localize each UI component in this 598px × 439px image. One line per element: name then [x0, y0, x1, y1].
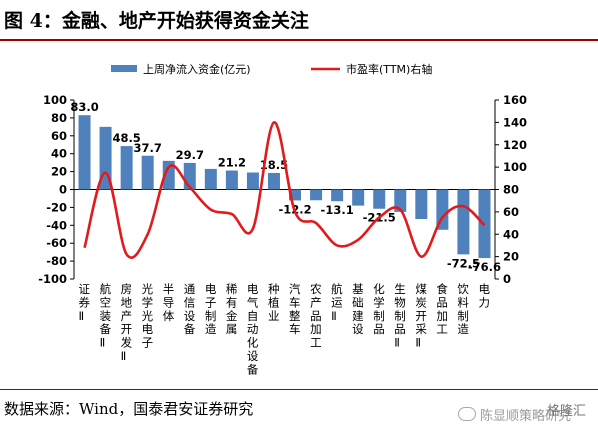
- bar-data-label: -72.5: [447, 256, 480, 270]
- left-axis-tick-label: 100: [43, 93, 67, 107]
- category-label: 航空装备 Ⅱ: [100, 282, 112, 350]
- bar: [352, 189, 365, 206]
- right-axis-tick-label: 120: [503, 138, 527, 152]
- legend-bar-label: 上周净流入资金(亿元): [143, 62, 251, 76]
- bar: [162, 160, 175, 190]
- category-label: 种植业: [268, 282, 280, 323]
- right-axis-tick-label: 60: [503, 205, 519, 219]
- category-label: 煤炭开采 Ⅱ: [415, 282, 427, 350]
- bar: [394, 189, 407, 212]
- left-axis-tick-label: -20: [46, 200, 67, 214]
- left-axis-tick-label: 40: [51, 147, 67, 161]
- bar: [331, 189, 344, 202]
- category-label: 电力: [478, 282, 490, 309]
- bar-data-label: 48.5: [112, 131, 140, 145]
- legend-bar-swatch: [111, 65, 137, 72]
- right-axis-tick-label: 20: [503, 250, 519, 264]
- category-label: 通信设备: [184, 282, 196, 336]
- category-label: 生物制品 Ⅱ: [394, 282, 406, 350]
- title-rule: [0, 39, 598, 41]
- bar: [310, 189, 323, 201]
- category-label: 证券 Ⅱ: [79, 282, 91, 323]
- left-axis-tick-label: 20: [51, 165, 67, 179]
- category-label: 化学制品: [373, 282, 385, 336]
- pe-line: [83, 121, 486, 259]
- category-label: 基础建设: [352, 282, 364, 336]
- source-rule: [0, 389, 598, 390]
- bar-data-label: 29.7: [176, 148, 204, 162]
- chart: 上周净流入资金(亿元) 市盈率(TTM)右轴 100 80 60 40 20 0 -20 -4…: [38, 62, 527, 376]
- left-axis-tick-label: 0: [59, 183, 67, 197]
- chart-bars: [78, 115, 491, 259]
- bar: [436, 189, 449, 230]
- bar: [120, 146, 133, 190]
- bar: [415, 189, 428, 220]
- chart-pe-line: [83, 121, 486, 259]
- right-axis-tick-label: 160: [503, 93, 527, 107]
- bar: [78, 115, 91, 190]
- bar-data-label: -13.1: [321, 203, 354, 217]
- category-label: 半导体: [163, 282, 175, 323]
- category-label: 饮料制造: [457, 282, 469, 336]
- bar-data-label: 21.2: [218, 156, 246, 170]
- left-axis-tick-label: -100: [38, 272, 67, 286]
- source-note: 数据来源：Wind，国泰君安证券研究: [4, 400, 254, 418]
- chart-legend: 上周净流入资金(亿元) 市盈率(TTM)右轴: [111, 62, 432, 76]
- right-axis-tick-label: 140: [503, 115, 527, 129]
- category-label: 稀有金属: [226, 282, 238, 336]
- category-label: 电子制造: [205, 282, 217, 336]
- right-axis-tick-label: 100: [503, 160, 527, 174]
- bar: [141, 155, 154, 190]
- watermark: 陈显顺策略研究: [458, 405, 571, 424]
- bar-data-label: -76.6: [468, 260, 501, 274]
- category-label: 汽车整车: [289, 282, 301, 336]
- bar: [204, 168, 217, 190]
- bar-data-label: 18.5: [260, 158, 288, 172]
- page-title: 图 4：金融、地产开始获得资金关注: [4, 10, 309, 32]
- bar: [373, 189, 386, 209]
- chart-data-labels: 83.048.537.729.721.2 18.5-12.2 -13.1-21.5-…: [70, 100, 501, 274]
- right-axis-tick-label: 0: [503, 272, 511, 286]
- wechat-icon: [458, 407, 476, 421]
- left-axis-tick-label: -60: [46, 236, 67, 250]
- bar: [225, 170, 238, 190]
- left-axis-tick-label: -40: [46, 218, 67, 232]
- bar: [267, 172, 280, 190]
- bar-data-label: 37.7: [133, 141, 161, 155]
- watermark-logo: 格隆汇: [547, 404, 587, 419]
- chart-axes: 100 80 60 40 20 0 -20 -40 -60 -80 -100 160 140 120 100…: [38, 93, 527, 286]
- watermark-text: 陈显顺策略研究: [480, 409, 572, 424]
- category-label: 食品加工: [436, 282, 448, 336]
- category-label: 农产品加工: [310, 282, 322, 350]
- left-axis-tick-label: -80: [46, 254, 67, 268]
- bar: [246, 172, 259, 190]
- legend-line-label: 市盈率(TTM)右轴: [346, 62, 432, 76]
- category-label: 航运 Ⅱ: [331, 282, 343, 323]
- bar: [457, 189, 470, 255]
- category-label: 电气自动化设备: [247, 282, 259, 376]
- right-axis-tick-label: 40: [503, 227, 519, 241]
- chart-category-labels: 证券 Ⅱ 航空装备 Ⅱ 房地产开发 Ⅱ 光学光电子半导体通信设备电子制造稀有金属电气自动化设…: [79, 282, 491, 376]
- category-label: 光学光电子: [142, 282, 154, 350]
- bar: [289, 189, 302, 201]
- bar-data-label: 83.0: [70, 100, 98, 114]
- left-axis-tick-label: 80: [51, 111, 67, 125]
- category-label: 房地产开发 Ⅱ: [121, 282, 133, 363]
- left-axis-tick-label: 60: [51, 129, 67, 143]
- right-axis-tick-label: 80: [503, 183, 519, 197]
